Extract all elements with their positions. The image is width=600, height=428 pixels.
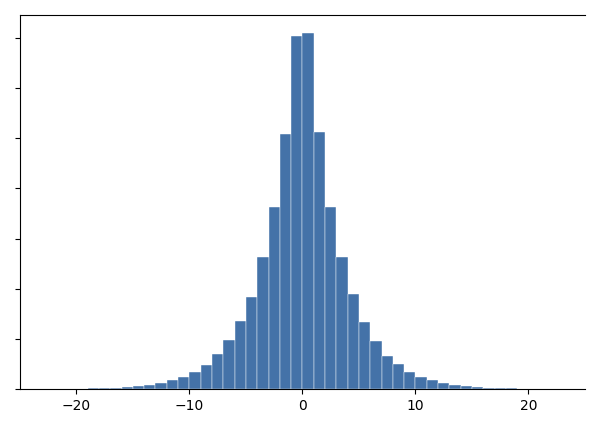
Bar <box>415 377 427 389</box>
Bar <box>337 257 347 389</box>
Bar <box>99 388 110 389</box>
Bar <box>257 257 269 389</box>
Bar <box>178 377 190 389</box>
Bar <box>190 372 201 389</box>
Bar <box>155 383 167 389</box>
Bar <box>506 388 517 389</box>
Bar <box>280 134 291 389</box>
Bar <box>461 386 472 389</box>
Bar <box>483 388 494 389</box>
Bar <box>449 385 461 389</box>
Bar <box>472 387 483 389</box>
Bar <box>144 385 155 389</box>
Bar <box>382 356 393 389</box>
Bar <box>314 132 325 389</box>
Bar <box>122 387 133 389</box>
Bar <box>404 372 415 389</box>
Bar <box>427 380 438 389</box>
Bar <box>201 366 212 389</box>
Bar <box>359 322 370 389</box>
Bar <box>110 388 122 389</box>
Bar <box>133 386 144 389</box>
Bar <box>393 364 404 389</box>
Bar <box>347 294 359 389</box>
Bar <box>167 380 178 389</box>
Bar <box>325 207 337 389</box>
Bar <box>235 321 246 389</box>
Bar <box>370 341 382 389</box>
Bar <box>494 388 506 389</box>
Bar <box>302 33 314 389</box>
Bar <box>223 340 235 389</box>
Bar <box>269 207 280 389</box>
Bar <box>212 354 223 389</box>
Bar <box>438 383 449 389</box>
Bar <box>246 297 257 389</box>
Bar <box>291 36 302 389</box>
